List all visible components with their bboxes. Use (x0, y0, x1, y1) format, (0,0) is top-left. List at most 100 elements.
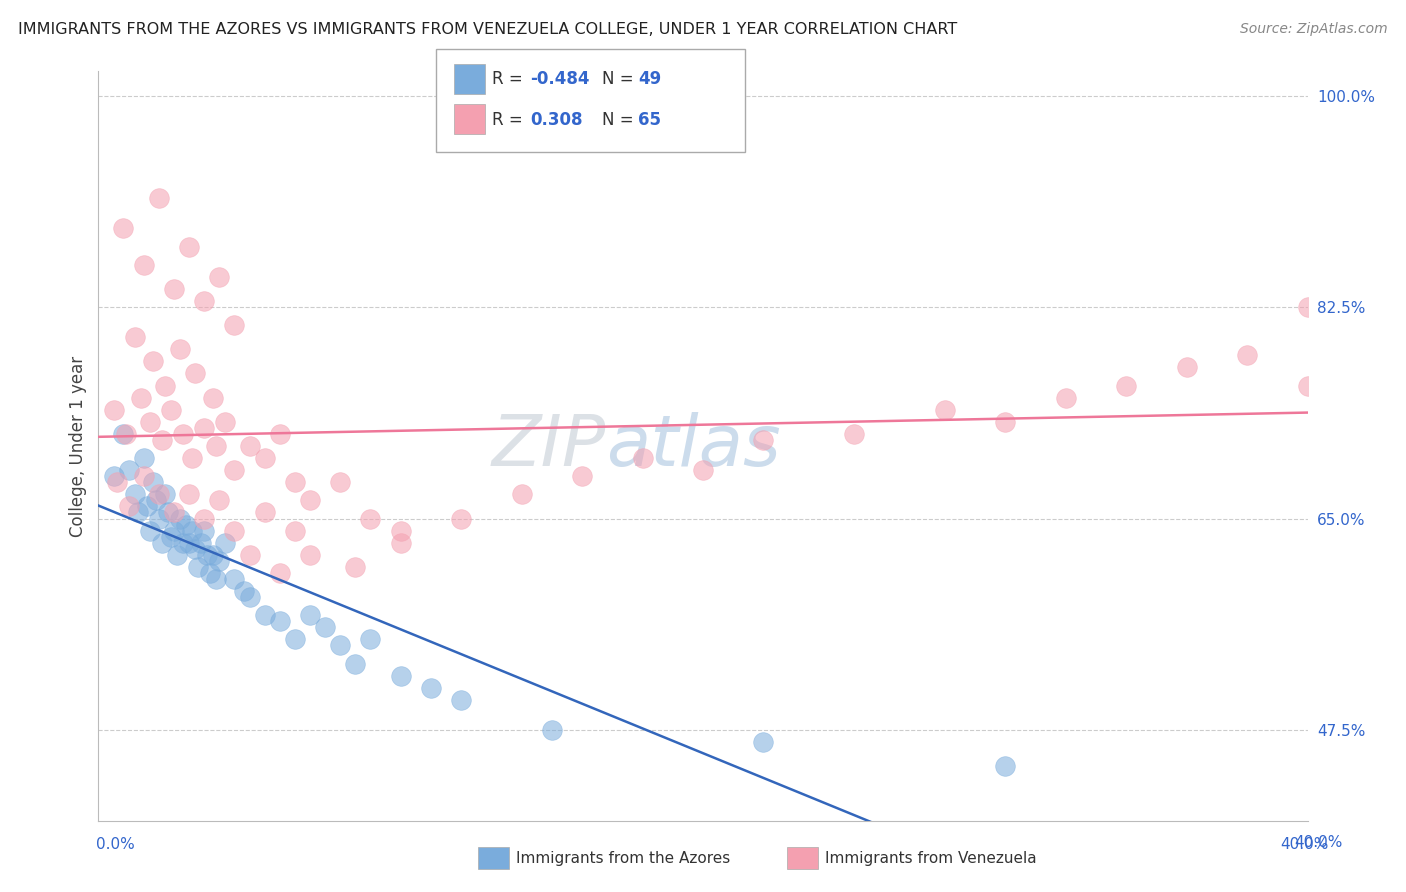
Point (299, 493, 322, 508)
Point (284, 632, 307, 647)
Point (202, 391, 225, 405)
Point (190, 535, 212, 549)
Text: atlas: atlas (606, 411, 780, 481)
Text: Source: ZipAtlas.com: Source: ZipAtlas.com (1240, 22, 1388, 37)
Point (1296, 300, 1319, 314)
Text: 40.0%: 40.0% (1281, 838, 1329, 852)
Point (184, 541, 207, 556)
Point (166, 548, 188, 562)
Point (129, 391, 152, 405)
Point (692, 463, 714, 477)
Point (208, 554, 231, 568)
Point (150, 535, 173, 549)
Point (135, 500, 157, 514)
Point (239, 548, 262, 562)
Point (284, 524, 307, 538)
Point (179, 239, 201, 253)
Point (360, 632, 382, 647)
Point (844, 426, 866, 441)
Point (160, 530, 183, 544)
Point (103, 402, 125, 417)
Point (124, 330, 146, 344)
Point (142, 354, 165, 368)
Point (540, 723, 562, 737)
Point (139, 524, 162, 538)
Point (571, 469, 593, 483)
Text: R =: R = (492, 70, 529, 88)
Point (148, 511, 170, 525)
Point (200, 566, 222, 580)
Point (103, 469, 125, 483)
Point (208, 269, 231, 284)
Y-axis label: College, Under 1 year: College, Under 1 year (69, 355, 87, 537)
Point (299, 608, 322, 623)
Point (239, 439, 262, 453)
Point (329, 475, 352, 490)
Point (994, 415, 1017, 429)
Point (193, 293, 215, 308)
Text: -0.484: -0.484 (530, 70, 589, 88)
Point (253, 506, 276, 520)
Point (224, 524, 246, 538)
Point (205, 572, 228, 586)
Point (148, 191, 170, 205)
Point (163, 282, 186, 296)
Point (148, 487, 170, 501)
Point (224, 318, 246, 333)
Point (181, 524, 204, 538)
Point (214, 535, 236, 549)
Text: R =: R = (492, 111, 529, 128)
Point (193, 421, 215, 435)
Point (111, 221, 134, 235)
Point (239, 590, 262, 604)
Point (118, 463, 141, 477)
Point (145, 493, 167, 508)
Text: IMMIGRANTS FROM THE AZORES VS IMMIGRANTS FROM VENEZUELA COLLEGE, UNDER 1 YEAR CO: IMMIGRANTS FROM THE AZORES VS IMMIGRANTS… (18, 22, 957, 37)
Point (450, 693, 472, 707)
Point (631, 451, 654, 466)
Point (214, 415, 236, 429)
Point (163, 506, 186, 520)
Point (510, 487, 533, 501)
Point (205, 439, 228, 453)
Point (269, 426, 291, 441)
Point (1115, 378, 1137, 392)
Point (1054, 391, 1077, 405)
Point (450, 511, 472, 525)
Text: 40.0%: 40.0% (1295, 836, 1343, 850)
Point (160, 402, 183, 417)
Point (139, 415, 162, 429)
Point (202, 548, 225, 562)
Point (253, 451, 276, 466)
Point (299, 548, 322, 562)
Point (224, 463, 246, 477)
Point (224, 572, 246, 586)
Point (934, 402, 956, 417)
Point (174, 517, 197, 532)
Point (193, 524, 215, 538)
Point (153, 378, 176, 392)
Point (329, 639, 352, 653)
Point (179, 535, 201, 549)
Point (389, 668, 412, 682)
Point (127, 506, 149, 520)
Point (195, 548, 218, 562)
Text: Immigrants from Venezuela: Immigrants from Venezuela (825, 851, 1038, 865)
Text: 65: 65 (638, 111, 661, 128)
Point (193, 511, 215, 525)
Point (752, 735, 775, 749)
Point (752, 433, 775, 447)
Text: 0.308: 0.308 (530, 111, 582, 128)
Point (132, 451, 155, 466)
Point (420, 681, 443, 695)
Point (269, 614, 291, 628)
Point (314, 620, 336, 634)
Point (111, 426, 134, 441)
Point (124, 487, 146, 501)
Point (389, 535, 412, 549)
Point (208, 493, 231, 508)
Point (344, 559, 367, 574)
Point (118, 500, 141, 514)
Text: N =: N = (602, 111, 638, 128)
Point (187, 559, 209, 574)
